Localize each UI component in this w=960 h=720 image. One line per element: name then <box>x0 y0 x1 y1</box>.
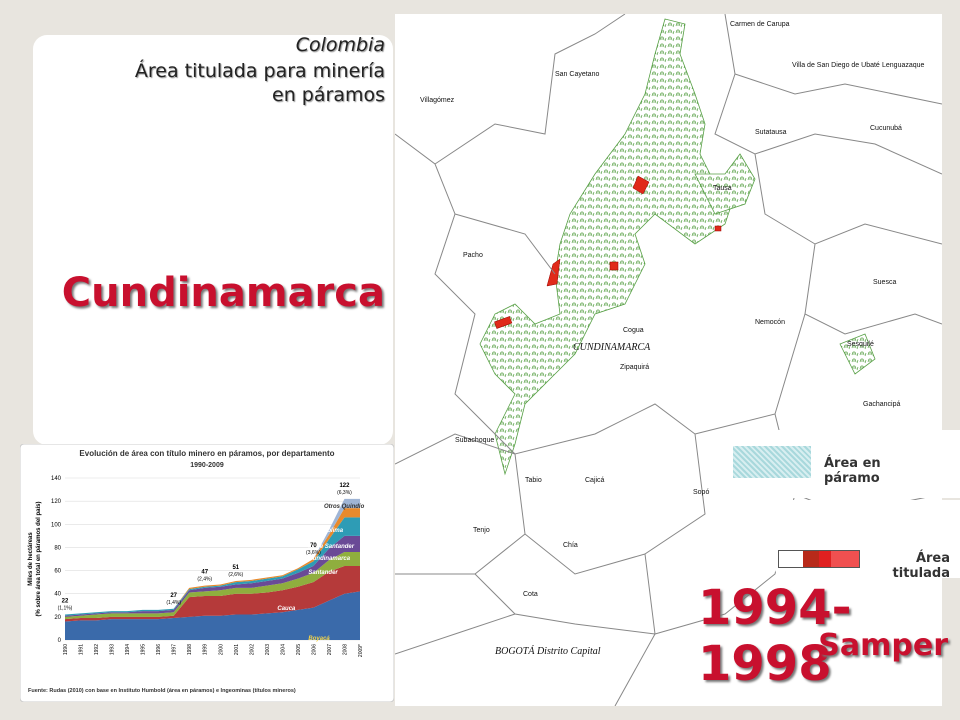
period-years: 1994-1998 <box>698 580 852 692</box>
place-label: Pacho <box>463 252 483 259</box>
y-axis-label: Miles de hectáreas <box>28 532 34 586</box>
series-label: Boyacá <box>308 636 330 642</box>
place-label: Villagómez <box>420 97 455 104</box>
source: Fuente: Rudas (2010) con base en Institu… <box>28 688 296 694</box>
x-tick-label: 2001 <box>234 644 240 655</box>
place-label: BOGOTÁ Distrito Capital <box>495 645 601 657</box>
place-label: Suesca <box>873 279 896 286</box>
area <box>65 535 360 617</box>
x-tick-label: 2002 <box>249 644 255 655</box>
x-tick-label: 2006 <box>311 644 317 655</box>
series-label: Otros Quindío <box>324 504 365 510</box>
y-tick-label: 80 <box>54 545 61 551</box>
place-label: Sopó <box>693 489 709 496</box>
x-tick-label: 1996 <box>156 644 162 655</box>
x-tick-label: 1999 <box>203 644 209 655</box>
annotation-label: (3,6%) <box>306 550 321 556</box>
subtitle: en páramos <box>272 84 385 106</box>
y-tick-label: 60 <box>54 569 61 575</box>
area <box>65 552 360 620</box>
annotation-value: 22 <box>62 599 69 605</box>
x-tick-label: 1991 <box>79 644 85 655</box>
place-label: San Cayetano <box>555 71 599 78</box>
series-label: Santander <box>308 570 338 576</box>
series-label: Tolima <box>324 528 344 534</box>
title-panel <box>33 35 393 445</box>
place-label: Subachoque <box>455 437 494 444</box>
inset-chart: Evolución de área con título minero en p… <box>20 444 394 702</box>
place-label: Tabio <box>525 477 542 484</box>
x-tick-label: 2004 <box>280 644 286 655</box>
place-label: Gachancipá <box>863 401 900 408</box>
series-label: Cauca <box>277 606 296 612</box>
country: Colombia <box>295 34 385 56</box>
annotation-value: 70 <box>310 543 317 549</box>
annotation-label: (1,1%) <box>58 606 73 612</box>
y-tick-label: 120 <box>51 499 62 505</box>
place-label: Tenjo <box>473 527 490 534</box>
place-label: Sesquilé <box>847 341 874 348</box>
place-label: CUNDINAMARCA <box>573 342 651 353</box>
x-tick-label: 1995 <box>141 644 147 655</box>
annotation-value: 47 <box>201 570 208 576</box>
series-label: Cundinamarca <box>308 556 350 562</box>
place-label: Tausa <box>713 185 732 192</box>
legend-swatch-titled <box>778 550 860 568</box>
annotation-label: (6,3%) <box>337 490 352 496</box>
x-tick-label: 1990 <box>63 644 69 655</box>
place-label: Chía <box>563 542 578 549</box>
y-axis-label: (% sobre área total en páramos del país) <box>36 501 42 616</box>
place-label: Carmen de Carupa <box>730 21 790 28</box>
annotation-label: (2,6%) <box>228 572 243 578</box>
x-tick-label: 1998 <box>187 644 193 655</box>
place-label: Cajicá <box>585 477 605 484</box>
inset-subtitle: 1990-2009 <box>190 462 224 469</box>
x-tick-label: 2008 <box>342 644 348 655</box>
y-tick-label: 20 <box>54 615 61 621</box>
legend-label: Área en páramo <box>824 456 881 486</box>
y-tick-label: 140 <box>51 476 62 482</box>
annotation-value: 51 <box>232 565 239 571</box>
annotation-label: (2,4%) <box>197 577 212 583</box>
area <box>65 591 360 640</box>
series-label: N. de Santander <box>308 544 354 550</box>
y-tick-label: 40 <box>54 592 61 598</box>
inset-title: Evolución de área con título minero en p… <box>79 449 334 458</box>
y-tick-label: 0 <box>58 638 62 644</box>
x-tick-label: 2000 <box>218 644 224 655</box>
x-tick-label: 2009* <box>358 644 364 657</box>
place-label: Sutatausa <box>755 129 787 136</box>
place-label: Nemocón <box>755 319 785 326</box>
place-label: Villa de San Diego de Ubaté <box>792 62 880 69</box>
titled-areas <box>494 175 722 329</box>
y-tick-label: 100 <box>51 522 62 528</box>
department: Cundinamarca <box>61 270 385 316</box>
subtitle: Área titulada para minería <box>134 60 385 82</box>
legend-label: Área titulada <box>892 551 950 581</box>
place-label: Lenguazaque <box>882 62 925 69</box>
area <box>65 565 360 622</box>
x-tick-label: 1997 <box>172 644 178 655</box>
place-label: Cota <box>523 591 538 598</box>
annotation-value: 27 <box>170 593 177 599</box>
x-tick-label: 1994 <box>125 644 131 655</box>
x-tick-label: 1993 <box>110 644 116 655</box>
annotation-value: 122 <box>339 483 350 489</box>
legend-swatch-paramo <box>733 446 811 478</box>
x-tick-label: 2007 <box>327 644 333 655</box>
place-label: Cogua <box>623 327 644 334</box>
x-tick-label: 1992 <box>94 644 100 655</box>
map: Carmen de Carupa San Cayetano Villa de San… <box>395 14 942 706</box>
place-label: Zipaquirá <box>620 364 649 371</box>
paramo-areas <box>479 18 876 476</box>
place-label: Cucunubá <box>870 125 902 132</box>
annotation-label: (1,4%) <box>166 600 181 606</box>
period-president: Samper <box>818 628 948 663</box>
x-tick-label: 2005 <box>296 644 302 655</box>
x-tick-label: 2003 <box>265 644 271 655</box>
